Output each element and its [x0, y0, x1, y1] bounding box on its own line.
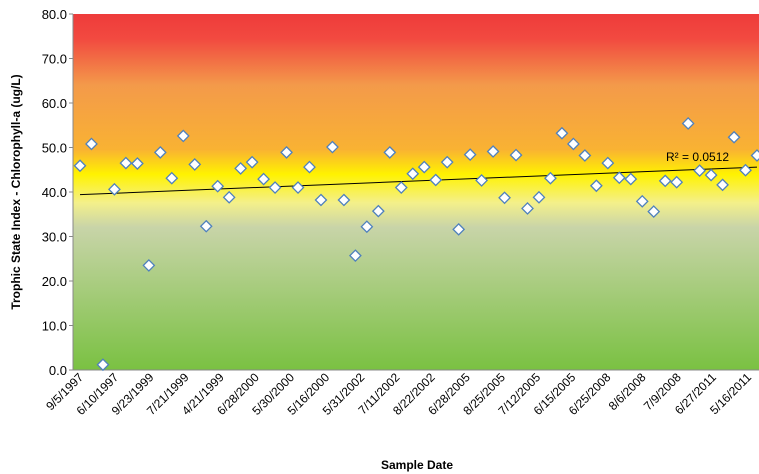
data-point [486, 145, 500, 158]
data-point [509, 148, 523, 162]
data-point [624, 172, 638, 186]
r-squared-annotation: R² = 0.0512 [666, 150, 729, 164]
data-point [635, 194, 649, 208]
x-axis-title: Sample Date [381, 458, 453, 472]
data-point [727, 130, 741, 144]
data-point [303, 160, 316, 174]
data-point [670, 175, 684, 189]
data-point [291, 181, 305, 194]
data-point [681, 117, 695, 130]
data-point [589, 179, 603, 193]
x-tick-label: 8/6/2008 [606, 370, 649, 413]
data-point [658, 174, 672, 188]
plot-background [73, 14, 759, 370]
data-point [704, 168, 718, 182]
data-point [716, 178, 729, 192]
y-tick-label: 40.0 [42, 185, 67, 200]
data-point [337, 193, 351, 207]
data-point [417, 160, 431, 174]
data-point [429, 173, 443, 187]
data-point [153, 145, 167, 159]
y-tick-label: 60.0 [42, 96, 67, 111]
data-point [475, 174, 489, 187]
data-point [188, 157, 202, 171]
data-point [521, 202, 534, 215]
data-point [257, 172, 271, 186]
data-point [176, 129, 190, 143]
data-point [211, 179, 225, 193]
data-point [96, 358, 110, 372]
data-point [647, 205, 661, 218]
data-point [463, 148, 477, 162]
data-point [245, 155, 259, 169]
data-point [142, 259, 156, 272]
data-point [498, 191, 511, 205]
data-point [268, 181, 282, 194]
y-tick-label: 10.0 [42, 319, 67, 334]
data-point [693, 164, 707, 178]
trendline [79, 166, 758, 196]
data-point [314, 193, 328, 207]
data-point [222, 190, 236, 204]
data-point [119, 156, 133, 170]
data-point [612, 171, 626, 185]
data-point [199, 219, 213, 233]
data-point [555, 126, 569, 140]
data-point [360, 220, 374, 234]
data-point [85, 137, 98, 151]
y-tick-label: 50.0 [42, 141, 67, 156]
y-tick-label: 30.0 [42, 230, 67, 245]
data-point [532, 190, 546, 204]
data-point [348, 249, 362, 263]
data-point [750, 149, 759, 162]
y-axis-title: Trophic State Index - Chlorophyll-a (ug/… [9, 74, 23, 309]
data-point [234, 161, 248, 175]
data-point [406, 167, 420, 181]
data-point [73, 159, 87, 173]
data-point [566, 137, 580, 151]
data-point [739, 163, 752, 177]
data-point [130, 157, 144, 170]
y-tick-label: 70.0 [42, 52, 67, 67]
data-point [544, 171, 557, 185]
y-tick-label: 20.0 [42, 274, 67, 289]
data-points [73, 117, 759, 372]
y-tick-label: 0.0 [49, 363, 67, 378]
data-point [452, 222, 466, 236]
data-point [165, 171, 179, 185]
data-point [394, 181, 408, 194]
y-axis: 0.0 10.0 20.0 30.0 40.0 50.0 60.0 70.0 80.0 [42, 7, 74, 378]
data-point [280, 145, 293, 159]
x-axis: 9/5/19976/10/19979/23/19997/21/19994/21/… [43, 369, 759, 418]
data-point [578, 149, 592, 162]
data-point [383, 145, 397, 159]
trendline-path [79, 166, 758, 196]
data-point [601, 156, 615, 170]
y-tick-label: 80.0 [42, 7, 67, 22]
data-point [371, 204, 385, 218]
data-point [108, 182, 121, 196]
data-point [326, 140, 339, 154]
data-point [440, 155, 454, 169]
